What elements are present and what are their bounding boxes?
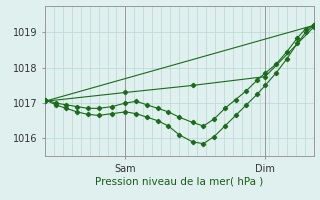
- X-axis label: Pression niveau de la mer( hPa ): Pression niveau de la mer( hPa ): [95, 176, 263, 186]
